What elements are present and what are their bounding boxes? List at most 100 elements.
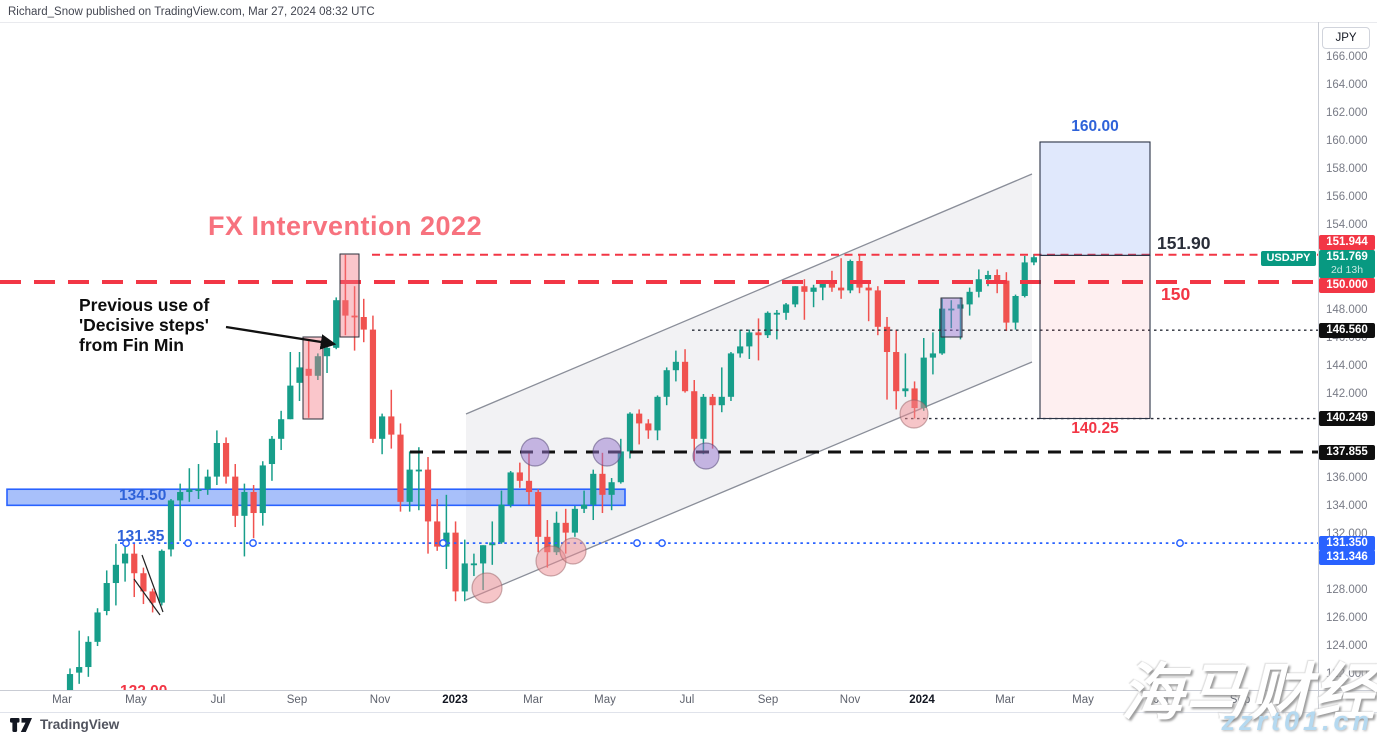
candle <box>333 297 340 350</box>
candle <box>773 310 780 340</box>
footer-divider <box>0 712 1377 713</box>
candle <box>617 438 624 484</box>
line-anchor-marker[interactable] <box>1176 539 1184 548</box>
level-150-label[interactable]: 150 <box>1161 284 1191 304</box>
resistance-touch-circle[interactable] <box>692 442 720 470</box>
time-tick: Jul <box>210 694 226 706</box>
candle <box>158 549 165 606</box>
time-tick: May <box>594 694 616 706</box>
candle <box>626 412 634 459</box>
candle <box>305 339 312 418</box>
time-tick: Jul <box>1153 694 1169 706</box>
candle <box>213 430 220 486</box>
time-tick: Jul <box>679 694 695 706</box>
candle <box>1030 254 1037 266</box>
candle <box>1021 255 1028 298</box>
candle <box>140 567 147 605</box>
candle <box>314 353 321 381</box>
candle <box>801 279 808 320</box>
price-level-badge: 131.350 <box>1319 535 1375 551</box>
price-tick: 154.000 <box>1326 219 1368 232</box>
tradingview-logo-link[interactable]: TradingView <box>10 717 119 732</box>
candle <box>819 282 826 301</box>
target-price-label[interactable]: 160.00 <box>1071 118 1119 135</box>
time-tick: Nov <box>839 694 861 706</box>
price-tick: 148.000 <box>1326 303 1368 316</box>
last-price-badge: 151.769 2d 13h <box>1319 250 1375 279</box>
target-zone-box[interactable] <box>1039 141 1151 256</box>
currency-toggle-button[interactable]: JPY <box>1322 27 1370 49</box>
candle <box>131 543 138 598</box>
candle <box>535 489 542 553</box>
higher-low-circle[interactable] <box>471 572 503 604</box>
header-divider <box>0 22 1377 23</box>
candle <box>406 451 413 512</box>
flag-pattern-line[interactable] <box>133 578 161 616</box>
candle <box>76 630 83 684</box>
time-tick: 2023 <box>442 694 468 706</box>
candle <box>232 464 239 528</box>
candle <box>268 436 276 481</box>
price-tick: 164.000 <box>1326 79 1368 92</box>
highlight-rect-purple[interactable] <box>940 297 963 338</box>
candle <box>177 483 184 542</box>
line-anchor-marker[interactable] <box>658 539 666 548</box>
risk-price-label[interactable]: 140.25 <box>1071 420 1119 437</box>
trend-channel[interactable] <box>465 173 1033 601</box>
time-tick: 2024 <box>909 694 935 706</box>
candle <box>957 297 964 340</box>
candle <box>764 311 771 339</box>
candle <box>360 298 367 343</box>
time-tick: Sep <box>286 694 308 706</box>
candle <box>681 349 689 393</box>
line-anchor-marker[interactable] <box>439 539 447 548</box>
support-band-134-50[interactable] <box>6 488 626 507</box>
price-tick: 166.000 <box>1326 51 1368 64</box>
band-134-50-label[interactable]: 134.50 <box>119 487 167 504</box>
line-131-35-label[interactable]: 131.35 <box>117 528 165 545</box>
candle <box>663 367 670 406</box>
annotation-note[interactable]: Previous use of 'Decisive steps' from Fi… <box>79 295 209 355</box>
resistance-151-90-label[interactable]: 151.90 <box>1157 233 1211 253</box>
candle <box>498 490 505 544</box>
candle <box>278 410 285 451</box>
resistance-touch-circle[interactable] <box>592 437 622 467</box>
price-tick: 156.000 <box>1326 191 1368 204</box>
line-anchor-marker[interactable] <box>122 539 130 548</box>
line-anchor-marker[interactable] <box>184 539 192 548</box>
resistance-touch-circle[interactable] <box>520 437 550 467</box>
candle <box>755 318 762 361</box>
candle <box>709 394 716 449</box>
candle <box>121 543 129 582</box>
candle <box>902 353 909 397</box>
flag-pattern-line[interactable] <box>141 554 164 613</box>
price-tick: 162.000 <box>1326 107 1368 120</box>
candle <box>397 423 404 512</box>
candle <box>204 469 211 495</box>
intervention-highlight-box[interactable] <box>302 336 324 420</box>
line-anchor-marker[interactable] <box>249 539 257 548</box>
intervention-highlight-box[interactable] <box>339 253 360 338</box>
price-chart-canvas[interactable] <box>0 0 1318 742</box>
price-tick: 136.000 <box>1326 471 1368 484</box>
candle <box>590 469 597 521</box>
candle <box>792 286 799 308</box>
candle <box>645 419 652 439</box>
note-line-3: from Fin Min <box>79 335 184 355</box>
note-arrow[interactable] <box>225 325 337 350</box>
candle <box>461 539 468 602</box>
candle <box>516 462 523 488</box>
higher-low-circle[interactable] <box>559 537 587 565</box>
higher-low-circle[interactable] <box>899 399 929 429</box>
candle <box>415 447 422 511</box>
annotation-title[interactable]: FX Intervention 2022 <box>208 211 483 241</box>
line-anchor-marker[interactable] <box>633 539 641 548</box>
risk-zone-box[interactable] <box>1039 254 1151 420</box>
candle <box>66 668 74 690</box>
candle <box>296 352 303 402</box>
note-line-2: 'Decisive steps' <box>79 315 209 335</box>
candle <box>241 483 248 557</box>
published-byline: Richard_Snow published on TradingView.co… <box>8 6 375 18</box>
candle <box>893 329 900 410</box>
candle <box>883 317 891 400</box>
